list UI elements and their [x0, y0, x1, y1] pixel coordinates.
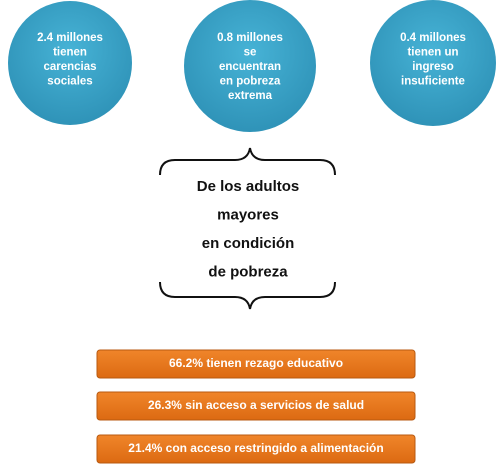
center-text: De los adultos — [197, 178, 300, 195]
circle-text: en pobreza — [220, 76, 281, 88]
brace-top — [159, 147, 336, 176]
circle-text: 0.4 millones — [400, 32, 466, 44]
center-text: mayores — [217, 206, 279, 223]
bar — [96, 434, 416, 464]
circle — [184, 0, 316, 132]
brace-bottom — [159, 281, 336, 310]
circle — [370, 0, 496, 126]
circle — [8, 1, 132, 125]
bar — [96, 391, 416, 421]
center-text: de pobreza — [208, 263, 288, 280]
circle-text: 0.8 millones — [217, 32, 283, 44]
bar-text: 66.2% tienen rezago educativo — [169, 356, 343, 370]
circle-text: 2.4 millones — [37, 32, 103, 44]
circle-text: insuficiente — [401, 76, 465, 88]
center-text: en condición — [202, 235, 295, 252]
bar-text: 21.4% con acceso restringido a alimentac… — [128, 441, 383, 455]
circle-text: extrema — [228, 90, 273, 102]
circle-text: sociales — [47, 76, 92, 88]
circle-text: carencias — [43, 61, 96, 73]
circle-text: tienen — [53, 47, 87, 59]
circle-text: se — [244, 47, 257, 59]
circle-text: ingreso — [412, 61, 454, 73]
bar — [96, 349, 416, 379]
circle-text: tienen un — [407, 47, 458, 59]
circle-text: encuentran — [219, 61, 281, 73]
bar-text: 26.3% sin acceso a servicios de salud — [148, 398, 364, 412]
